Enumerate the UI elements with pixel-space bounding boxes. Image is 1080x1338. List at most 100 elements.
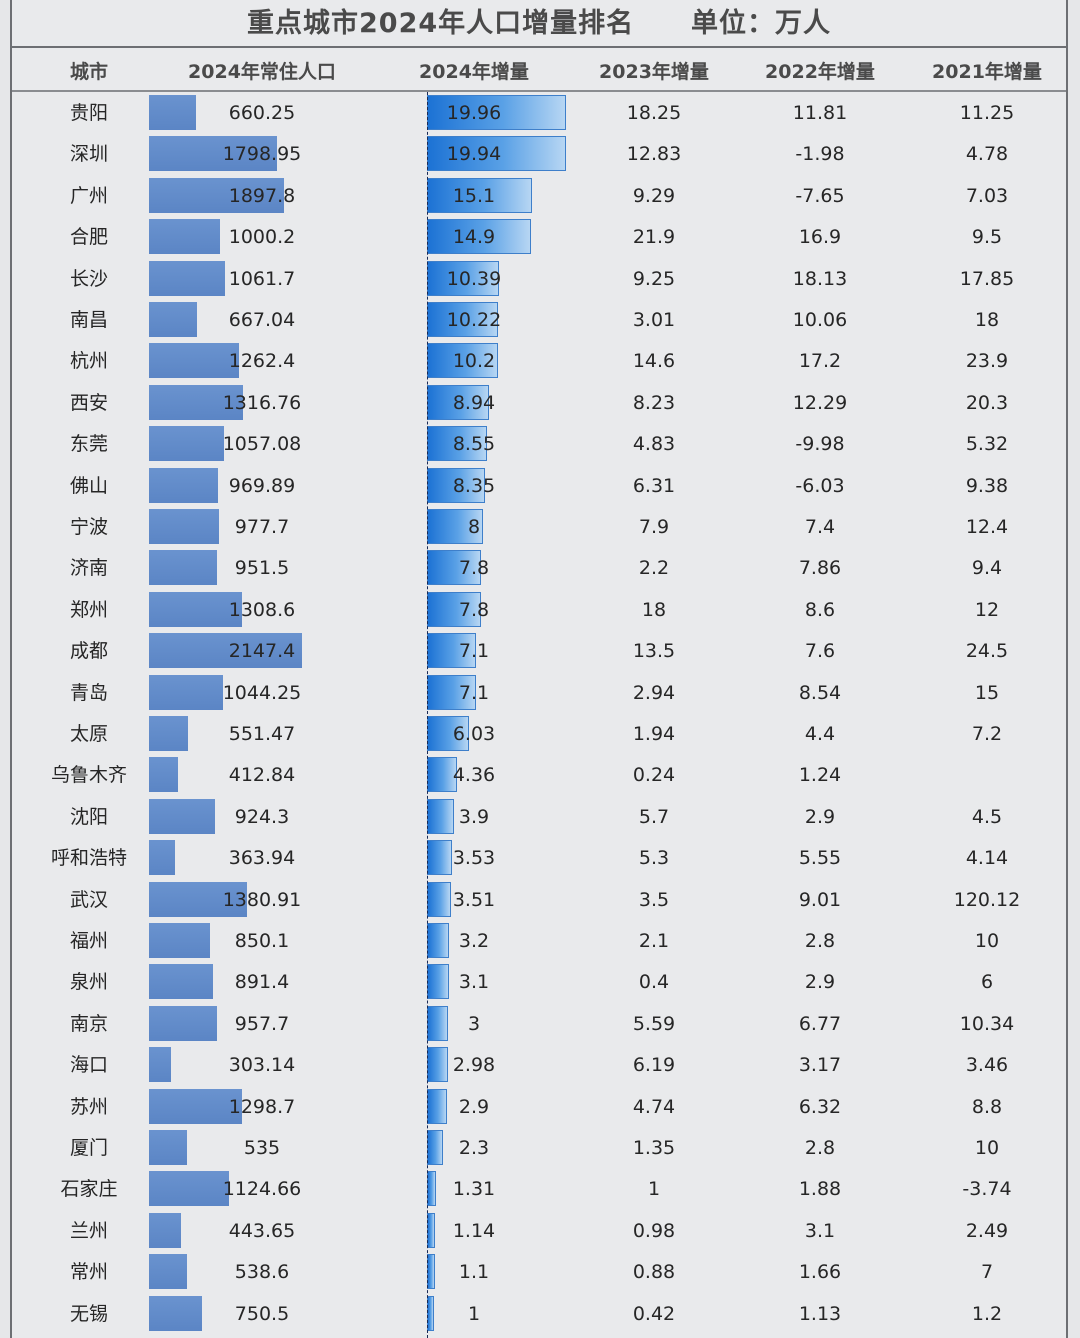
cell-pop2024: 1044.25 [222,681,302,704]
cell-inc2022: 2.9 [804,971,836,994]
cell-inc2021: 15 [974,681,1000,704]
cell-inc2021: 11.25 [959,102,1015,124]
cell-inc2024: 19.94 [446,143,502,166]
increase-bar [427,757,458,793]
cell-inc2024: 8.94 [452,391,496,414]
cell-inc2023: 6.31 [632,474,676,497]
cell-inc2021: -3.74 [962,1178,1012,1201]
cell-inc2023: 1 [647,1178,661,1201]
unit-text: 单位：万人 [690,8,831,39]
cell-inc2022: -9.98 [795,433,845,456]
cell-pop2024: 443.65 [228,1219,296,1242]
table-row: 合肥 1000.2 14.9 21.9 16.9 9.5 [12,216,1066,257]
table-row: 福州 850.1 3.2 2.1 2.8 10 [12,920,1066,961]
cell-city: 西安 [69,391,108,414]
cell-pop2024: 363.94 [228,847,296,870]
cell-inc2022: 6.77 [798,1012,842,1035]
cell-inc2023: 0.98 [632,1219,676,1242]
cell-inc2024: 8 [467,516,481,538]
cell-inc2024: 14.9 [452,226,496,249]
cell-inc2022: 7.4 [804,516,836,538]
cell-inc2021: 3.46 [965,1054,1009,1077]
cell-pop2024: 969.89 [228,474,296,497]
cell-inc2023: 0.88 [632,1261,676,1284]
cell-city: 呼和浩特 [50,847,127,870]
population-bar [149,1212,181,1248]
cell-pop2024: 1798.95 [222,143,302,166]
cell-pop2024: 2147.4 [228,640,296,663]
cell-city: 深圳 [69,143,108,166]
increase-bar [427,881,452,917]
cell-inc2024: 2.3 [458,1137,490,1159]
cell-inc2024: 1 [467,1302,481,1325]
cell-inc2021: 120.12 [953,888,1021,911]
cell-city: 青岛 [69,681,108,704]
chart-frame: 重点城市2024年人口增量排名 单位：万人 城市 2024年常住人口 2024年… [10,0,1068,1338]
cell-inc2023: 4.74 [632,1095,676,1118]
cell-inc2024: 1.31 [452,1178,496,1201]
cell-city: 石家庄 [60,1178,118,1201]
cell-pop2024: 303.14 [228,1054,296,1077]
cell-inc2021: 7.2 [971,723,1003,745]
cell-city: 海口 [69,1054,108,1077]
cell-inc2024: 3.1 [458,971,490,994]
population-bar [149,798,215,834]
table-row: 广州 1897.8 15.1 9.29 -7.65 7.03 [12,175,1066,216]
table-row: 常州 538.6 1.1 0.88 1.66 7 [12,1251,1066,1292]
population-bar [149,1295,203,1331]
population-bar [149,881,248,917]
increase-bar [427,591,482,627]
cell-inc2024: 3.2 [458,930,490,952]
cell-city: 常州 [69,1261,108,1284]
cell-inc2021: 4.78 [965,143,1009,166]
cell-city: 福州 [69,930,108,952]
title-text: 重点城市2024年人口增量排名 [247,8,635,39]
header-inc2021: 2021年增量 [932,61,1042,83]
cell-city: 长沙 [69,267,108,290]
table-row: 兰州 443.65 1.14 0.98 3.1 2.49 [12,1210,1066,1251]
cell-inc2023: 13.5 [632,640,676,663]
population-bar [149,1005,218,1041]
cell-inc2022: 5.55 [798,847,842,870]
population-bar [149,426,225,462]
cell-inc2022: 7.6 [804,640,836,663]
cell-pop2024: 1124.66 [222,1178,302,1201]
cell-city: 泉州 [69,971,108,994]
chart-title: 重点城市2024年人口增量排名 单位：万人 [12,0,1066,48]
cell-pop2024: 538.6 [234,1261,290,1284]
cell-inc2024: 6.03 [452,723,496,745]
cell-inc2023: 1.94 [632,723,676,745]
cell-city: 沈阳 [69,805,108,828]
cell-city: 东莞 [69,433,108,456]
cell-pop2024: 1316.76 [222,391,302,414]
table-row: 厦门 535 2.3 1.35 2.8 10 [12,1127,1066,1168]
cell-inc2022: 18.13 [792,267,848,290]
cell-inc2024: 3.9 [458,805,490,828]
cell-inc2023: 3.01 [632,309,676,331]
cell-inc2024: 10.22 [446,309,502,331]
cell-pop2024: 660.25 [228,102,296,124]
population-bar [149,1171,230,1207]
cell-pop2024: 1061.7 [228,267,296,290]
cell-city: 成都 [69,640,108,663]
table-row: 济南 951.5 7.8 2.2 7.86 9.4 [12,547,1066,588]
cell-inc2023: 2.94 [632,681,676,704]
cell-inc2022: 6.32 [798,1095,842,1118]
cell-city: 贵阳 [69,102,108,124]
cell-city: 南昌 [69,309,108,331]
cell-city: 宁波 [69,516,108,538]
cell-pop2024: 924.3 [234,805,290,828]
cell-inc2024: 8.35 [452,474,496,497]
cell-city: 佛山 [69,474,108,497]
cell-inc2023: 18 [641,598,667,621]
population-bar [149,95,197,130]
increase-bar [427,798,455,834]
cell-inc2024: 7.1 [458,681,490,704]
increase-bar [427,95,566,130]
population-bar [149,633,302,669]
population-bar [149,964,213,1000]
cell-inc2021: 7.03 [965,184,1009,207]
cell-inc2023: 5.7 [638,805,670,828]
cell-inc2022: 2.8 [804,1137,836,1159]
table-row: 无锡 750.5 1 0.42 1.13 1.2 [12,1293,1066,1334]
